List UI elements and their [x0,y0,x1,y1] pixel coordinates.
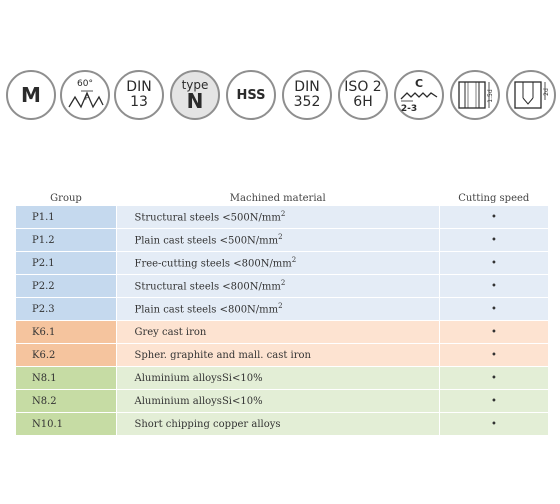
material-cell: Structural steels <800N/mm2 [115,274,440,298]
din352-line1: DIN [294,79,320,95]
chamfer-length: 2-3 [401,104,417,114]
table-header: Group Machined material Cutting speed [16,190,548,206]
material-cell: Structural steels <500N/mm2 [115,206,440,229]
iso-line1: ISO 2 [344,79,382,95]
material-cell: Free-cutting steels <800N/mm2 [115,251,440,275]
speed-cell: • [439,412,548,436]
type-n-icon: type N [170,70,220,120]
table-row: N8.1 Aluminium alloysSi<10% • [16,366,548,390]
type-value: N [186,89,204,113]
type-label: type [181,78,209,92]
group-cell: K6.1 [16,320,116,344]
group-cell: N10.1 [16,412,116,436]
group-cell: K6.2 [16,343,116,367]
group-cell: N8.2 [16,389,116,413]
chamfer-form-icon: C 2-3 [400,77,438,114]
material-table: Group Machined material Cutting speed P1… [16,190,548,436]
din352-line2: 352 [293,94,321,110]
speed-cell: • [439,206,548,229]
table-row: K6.2 Spher. graphite and mall. cast iron… [16,343,548,367]
speed-cell: • [439,366,548,390]
speed-cell: • [439,228,548,252]
iso2-6h-icon: ISO 2 6H [338,70,388,120]
chamfer-icon: C 2-3 [394,70,444,120]
speed-cell: • [439,343,548,367]
group-cell: P1.2 [16,228,116,252]
material-cell: Short chipping copper alloys [115,412,440,436]
hss-icon: HSS [226,70,276,120]
material-cell: Plain cast steels <800N/mm2 [115,297,440,321]
group-cell: P1.1 [16,206,116,229]
group-cell: N8.1 [16,366,116,390]
material-cell: Plain cast steels <500N/mm2 [115,228,440,252]
material-cell: Spher. graphite and mall. cast iron [115,343,440,367]
group-cell: P2.1 [16,251,116,275]
blind-hole-depth-icon: 2d [514,81,550,109]
angle-label: 60° [77,79,93,89]
table-row: P2.1 Free-cutting steels <800N/mm2 • [16,251,548,275]
blind-hole-icon: 2d [506,70,556,120]
material-header: Machined material [229,192,326,204]
group-cell: P2.3 [16,297,116,321]
din13-line2: 13 [130,94,148,110]
table-row: N10.1 Short chipping copper alloys • [16,412,548,436]
table-row: K6.1 Grey cast iron • [16,320,548,344]
table-row: P2.2 Structural steels <800N/mm2 • [16,274,548,298]
blind-depth-label: 2d [543,88,550,96]
speed-cell: • [439,274,548,298]
speed-header: Cutting speed [458,192,530,204]
tool-spec-icons: M 60° P DIN 13 type N HSS DIN 352 ISO 2 … [0,70,560,126]
metric-label: M [21,83,41,107]
table-row: N8.2 Aluminium alloysSi<10% • [16,389,548,413]
din13-line1: DIN [126,79,152,95]
thread-profile-icon: 60° P [68,79,104,109]
iso-line2: 6H [353,94,373,110]
speed-cell: • [439,297,548,321]
through-hole-icon: 1.5d [450,70,500,120]
hss-label: HSS [236,87,266,103]
speed-cell: • [439,320,548,344]
chamfer-letter: C [415,77,423,90]
material-cell: Aluminium alloysSi<10% [115,389,440,413]
table-row: P1.1 Structural steels <500N/mm2 • [16,206,548,229]
speed-cell: • [439,389,548,413]
through-depth-label: 1.5d [487,89,494,103]
din352-icon: DIN 352 [282,70,332,120]
din13-icon: DIN 13 [114,70,164,120]
thread-angle-icon: 60° P [60,70,110,120]
table-row: P2.3 Plain cast steels <800N/mm2 • [16,297,548,321]
material-cell: Aluminium alloysSi<10% [115,366,440,390]
pitch-label: P [85,94,89,102]
speed-cell: • [439,251,548,275]
material-cell: Grey cast iron [115,320,440,344]
group-cell: P2.2 [16,274,116,298]
through-hole-depth-icon: 1.5d [458,81,494,109]
group-header: Group [50,192,82,204]
metric-thread-icon: M [6,70,56,120]
table-row: P1.2 Plain cast steels <500N/mm2 • [16,228,548,252]
